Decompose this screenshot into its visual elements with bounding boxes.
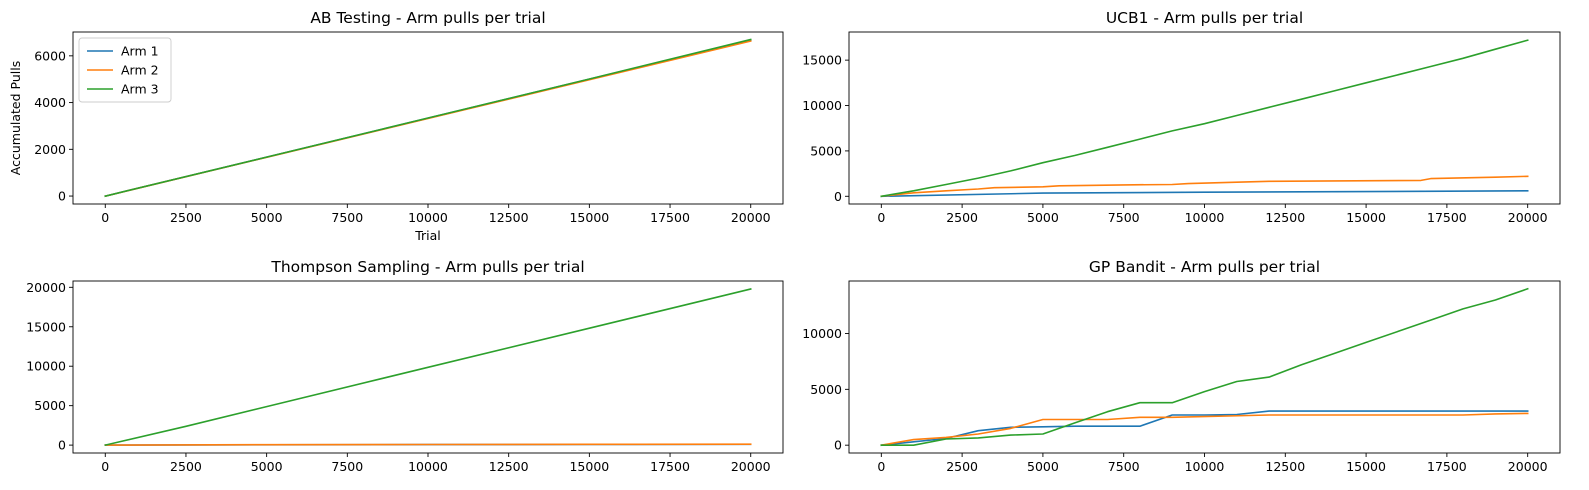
x-tick-label: 5000 [251, 210, 283, 225]
x-tick-label: 20000 [731, 210, 771, 225]
x-tick-label: 15000 [1346, 459, 1386, 474]
x-tick-label: 10000 [1185, 210, 1225, 225]
x-tick-label: 12500 [489, 459, 529, 474]
subplot-2: 0 2500 5000 7500 10000 12500 15000 17500 20000 0 5… [802, 9, 1561, 225]
y-tick-label: 0 [834, 438, 842, 453]
legend-box [78, 37, 172, 103]
x-tick-label: 17500 [1427, 459, 1467, 474]
legend-label: Arm 3 [121, 82, 159, 97]
y-tick-label: 15000 [802, 53, 842, 68]
x-tick-label: 12500 [1265, 459, 1305, 474]
x-tick-label: 20000 [1508, 210, 1548, 225]
y-tick-label: 0 [834, 189, 842, 204]
x-axis-label: Trial [414, 228, 441, 243]
x-tick-label: 15000 [569, 459, 609, 474]
axes-frame [848, 280, 1561, 454]
x-tick-label: 17500 [650, 210, 690, 225]
series-line-arm-2 [880, 175, 1529, 198]
x-tick-label: 10000 [408, 210, 448, 225]
subplot-3: 0 2500 5000 7500 10000 12500 15000 17500 20000 0 5… [26, 258, 784, 474]
x-tick-label: 17500 [650, 459, 690, 474]
legend-label: Arm 1 [121, 44, 159, 59]
x-tick-label: 17500 [1427, 210, 1467, 225]
y-tick-label: 2000 [34, 142, 66, 157]
chart-title: Thompson Sampling - Arm pulls per trial [270, 258, 584, 276]
x-tick-label: 10000 [408, 459, 448, 474]
y-axis-label: Accumulated Pulls [8, 61, 23, 175]
y-tick-label: 20000 [26, 280, 66, 295]
chart-title: GP Bandit - Arm pulls per trial [1089, 258, 1320, 276]
x-tick-label: 20000 [731, 459, 771, 474]
series-line-arm-3 [104, 288, 752, 447]
x-tick-label: 2500 [946, 210, 978, 225]
x-tick-label: 15000 [1346, 210, 1386, 225]
x-tick-label: 7500 [331, 210, 363, 225]
x-tick-label: 2500 [946, 459, 978, 474]
x-tick-label: 0 [101, 210, 109, 225]
series-line-arm-3 [104, 38, 752, 198]
subplot-4: 0 2500 5000 7500 10000 12500 15000 17500 20000 0 5… [802, 258, 1561, 474]
series-line-arm-3 [880, 287, 1529, 447]
series-line-arm-2 [104, 443, 752, 446]
y-tick-label: 5000 [810, 382, 842, 397]
x-tick-label: 0 [101, 459, 109, 474]
series-line-arm-3 [880, 39, 1529, 198]
x-tick-label: 7500 [1108, 459, 1140, 474]
x-tick-label: 5000 [251, 459, 283, 474]
y-tick-label: 15000 [26, 319, 66, 334]
legend-label: Arm 2 [121, 63, 159, 78]
subplot-1: 0 2500 5000 7500 10000 12500 15000 17500 20000 0 2… [8, 9, 784, 243]
y-tick-label: 0 [58, 189, 66, 204]
series-line-arm-1 [880, 189, 1529, 198]
y-tick-label: 10000 [802, 98, 842, 113]
x-tick-label: 7500 [331, 459, 363, 474]
y-tick-label: 0 [58, 438, 66, 453]
chart-title: AB Testing - Arm pulls per trial [310, 9, 545, 27]
y-tick-label: 4000 [34, 95, 66, 110]
series-line-arm-2 [880, 412, 1529, 447]
x-tick-label: 0 [877, 210, 885, 225]
x-tick-label: 10000 [1185, 459, 1225, 474]
y-tick-label: 6000 [34, 48, 66, 63]
y-tick-label: 5000 [34, 398, 66, 413]
x-tick-label: 5000 [1027, 459, 1059, 474]
x-tick-label: 20000 [1508, 459, 1548, 474]
y-tick-label: 5000 [810, 143, 842, 158]
chart-title: UCB1 - Arm pulls per trial [1106, 9, 1303, 27]
x-tick-label: 2500 [170, 210, 202, 225]
x-tick-label: 0 [877, 459, 885, 474]
y-tick-label: 10000 [802, 326, 842, 341]
y-tick-label: 10000 [26, 359, 66, 374]
x-tick-label: 2500 [170, 459, 202, 474]
legend: Arm 1 Arm 2 Arm 3 [78, 37, 172, 103]
x-tick-label: 12500 [489, 210, 529, 225]
x-tick-label: 5000 [1027, 210, 1059, 225]
x-tick-label: 12500 [1265, 210, 1305, 225]
x-tick-label: 15000 [569, 210, 609, 225]
x-tick-label: 7500 [1108, 210, 1140, 225]
